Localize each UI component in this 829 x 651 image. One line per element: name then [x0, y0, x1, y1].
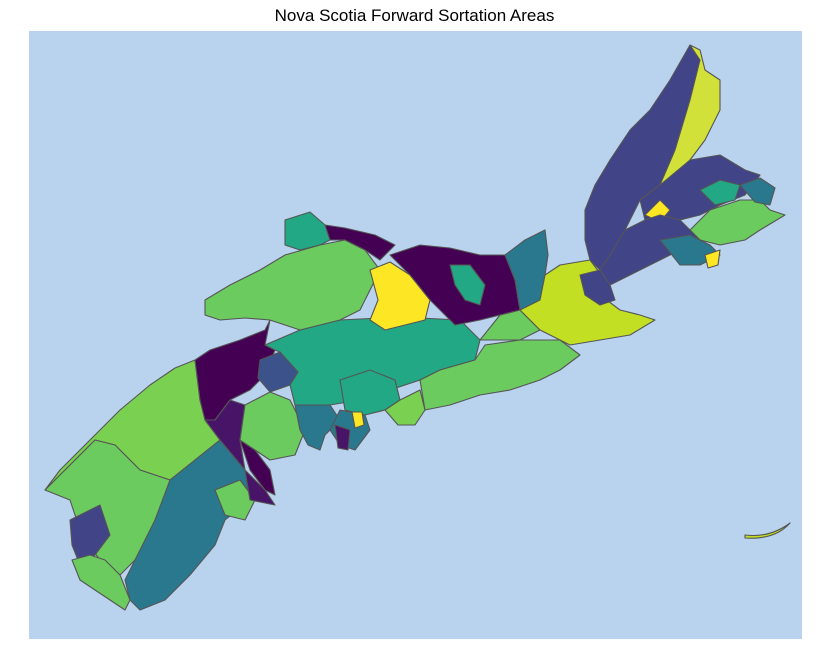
fsa-region[interactable]: [699, 179, 741, 206]
map-canvas[interactable]: [29, 31, 802, 639]
fsa-region[interactable]: [419, 339, 581, 411]
map-svg: [29, 31, 802, 639]
fsa-region[interactable]: [324, 224, 396, 261]
fsa-region[interactable]: [704, 249, 721, 269]
fsa-region[interactable]: [449, 264, 486, 306]
fsa-region[interactable]: [69, 504, 111, 566]
sable-island[interactable]: [744, 522, 791, 539]
fsa-region[interactable]: [334, 424, 351, 451]
fsa-region[interactable]: [739, 177, 776, 206]
fsa-region[interactable]: [369, 261, 431, 331]
fsa-region[interactable]: [204, 399, 276, 506]
fsa-region[interactable]: [519, 259, 656, 346]
fsa-region[interactable]: [71, 554, 131, 611]
fsa-region[interactable]: [579, 269, 616, 306]
fsa-region[interactable]: [294, 404, 341, 451]
fsa-region[interactable]: [659, 234, 721, 266]
fsa-region[interactable]: [351, 411, 365, 429]
fsa-region[interactable]: [284, 211, 331, 251]
map-title: Nova Scotia Forward Sortation Areas: [274, 6, 555, 25]
fsa-region[interactable]: [239, 391, 306, 461]
fsa-region[interactable]: [214, 479, 256, 521]
fsa-region[interactable]: [689, 199, 786, 246]
fsa-region[interactable]: [204, 239, 381, 331]
